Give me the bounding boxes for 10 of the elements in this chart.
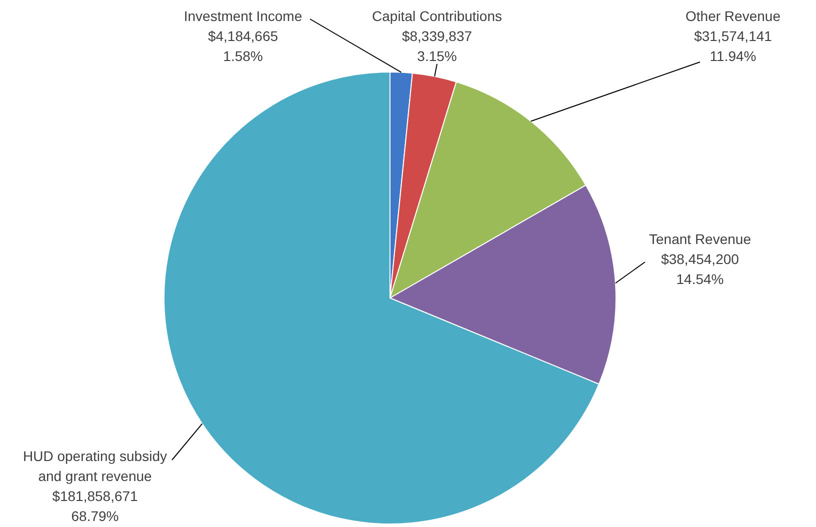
slice-label: Investment Income	[184, 8, 302, 24]
data-label: $4,184,665 1.58%	[208, 28, 278, 64]
slice-label: Other Revenue	[686, 8, 781, 24]
data-label: $8,339,837 3.15%	[402, 28, 472, 64]
slice-label: Tenant Revenue	[649, 230, 752, 247]
data-label: $31,574,141 11.94%	[694, 28, 772, 64]
data-label: $181,858,671 68.79%	[52, 488, 138, 524]
slice-label: Capital Contributions	[372, 8, 502, 24]
slice-label: HUD operating subsidy and grant revenue	[23, 448, 167, 484]
data-label: $38,454,200 14.54%	[661, 250, 740, 287]
